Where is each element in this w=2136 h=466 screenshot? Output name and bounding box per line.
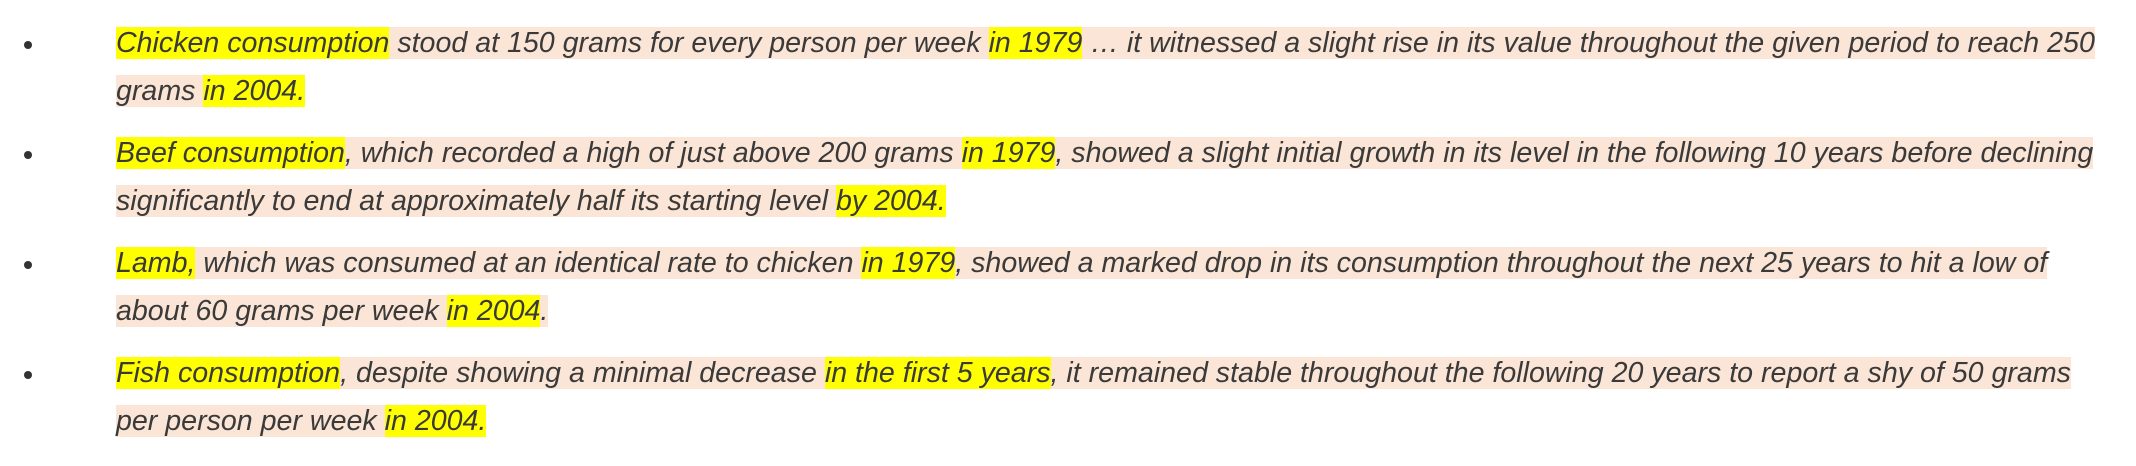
- bullet-item-beef: Beef consumption, which recorded a high …: [0, 129, 2136, 225]
- highlight: Beef consumption: [116, 137, 345, 169]
- bullet-text: Chicken consumption stood at 150 grams f…: [116, 27, 2095, 107]
- bullet-text: Fish consumption, despite showing a mini…: [116, 357, 2071, 437]
- bullet-text: Beef consumption, which recorded a high …: [116, 137, 2094, 217]
- highlight: in 1979: [988, 27, 1083, 59]
- bullet-dot-icon: [24, 151, 32, 159]
- bullet-item-chicken: Chicken consumption stood at 150 grams f…: [0, 19, 2136, 115]
- text-segment: , despite showing a minimal decrease: [340, 357, 825, 389]
- highlight: in the first 5 years: [824, 357, 1051, 389]
- text-segment: which was consumed at an identical rate …: [195, 247, 862, 279]
- highlight: Fish consumption: [116, 357, 341, 389]
- bullet-text: Lamb, which was consumed at an identical…: [116, 247, 2048, 327]
- highlight: Chicken consumption: [116, 27, 390, 59]
- highlight: in 2004: [446, 295, 541, 327]
- bullet-item-fish: Fish consumption, despite showing a mini…: [0, 349, 2136, 445]
- text-segment: , it remained stable throughout the foll…: [116, 357, 2071, 437]
- bullet-item-lamb: Lamb, which was consumed at an identical…: [0, 239, 2136, 335]
- bullet-list: Chicken consumption stood at 150 grams f…: [0, 19, 2136, 445]
- bullet-dot-icon: [24, 41, 32, 49]
- text-segment: .: [540, 295, 549, 327]
- text-segment: , showed a slight initial growth in its …: [116, 137, 2094, 217]
- text-segment: … it witnessed a slight rise in its valu…: [116, 27, 2095, 107]
- bullet-dot-icon: [24, 261, 32, 269]
- text-segment: , which recorded a high of just above 20…: [344, 137, 962, 169]
- highlight: in 1979: [861, 247, 956, 279]
- highlight: Lamb,: [116, 247, 196, 279]
- bullet-dot-icon: [24, 371, 32, 379]
- text-segment: , showed a marked drop in its consumptio…: [116, 247, 2048, 327]
- highlight: in 2004.: [203, 75, 306, 107]
- highlight: by 2004.: [835, 185, 946, 217]
- highlight: in 1979: [961, 137, 1056, 169]
- text-segment: stood at 150 grams for every person per …: [389, 27, 989, 59]
- highlight: in 2004.: [384, 405, 487, 437]
